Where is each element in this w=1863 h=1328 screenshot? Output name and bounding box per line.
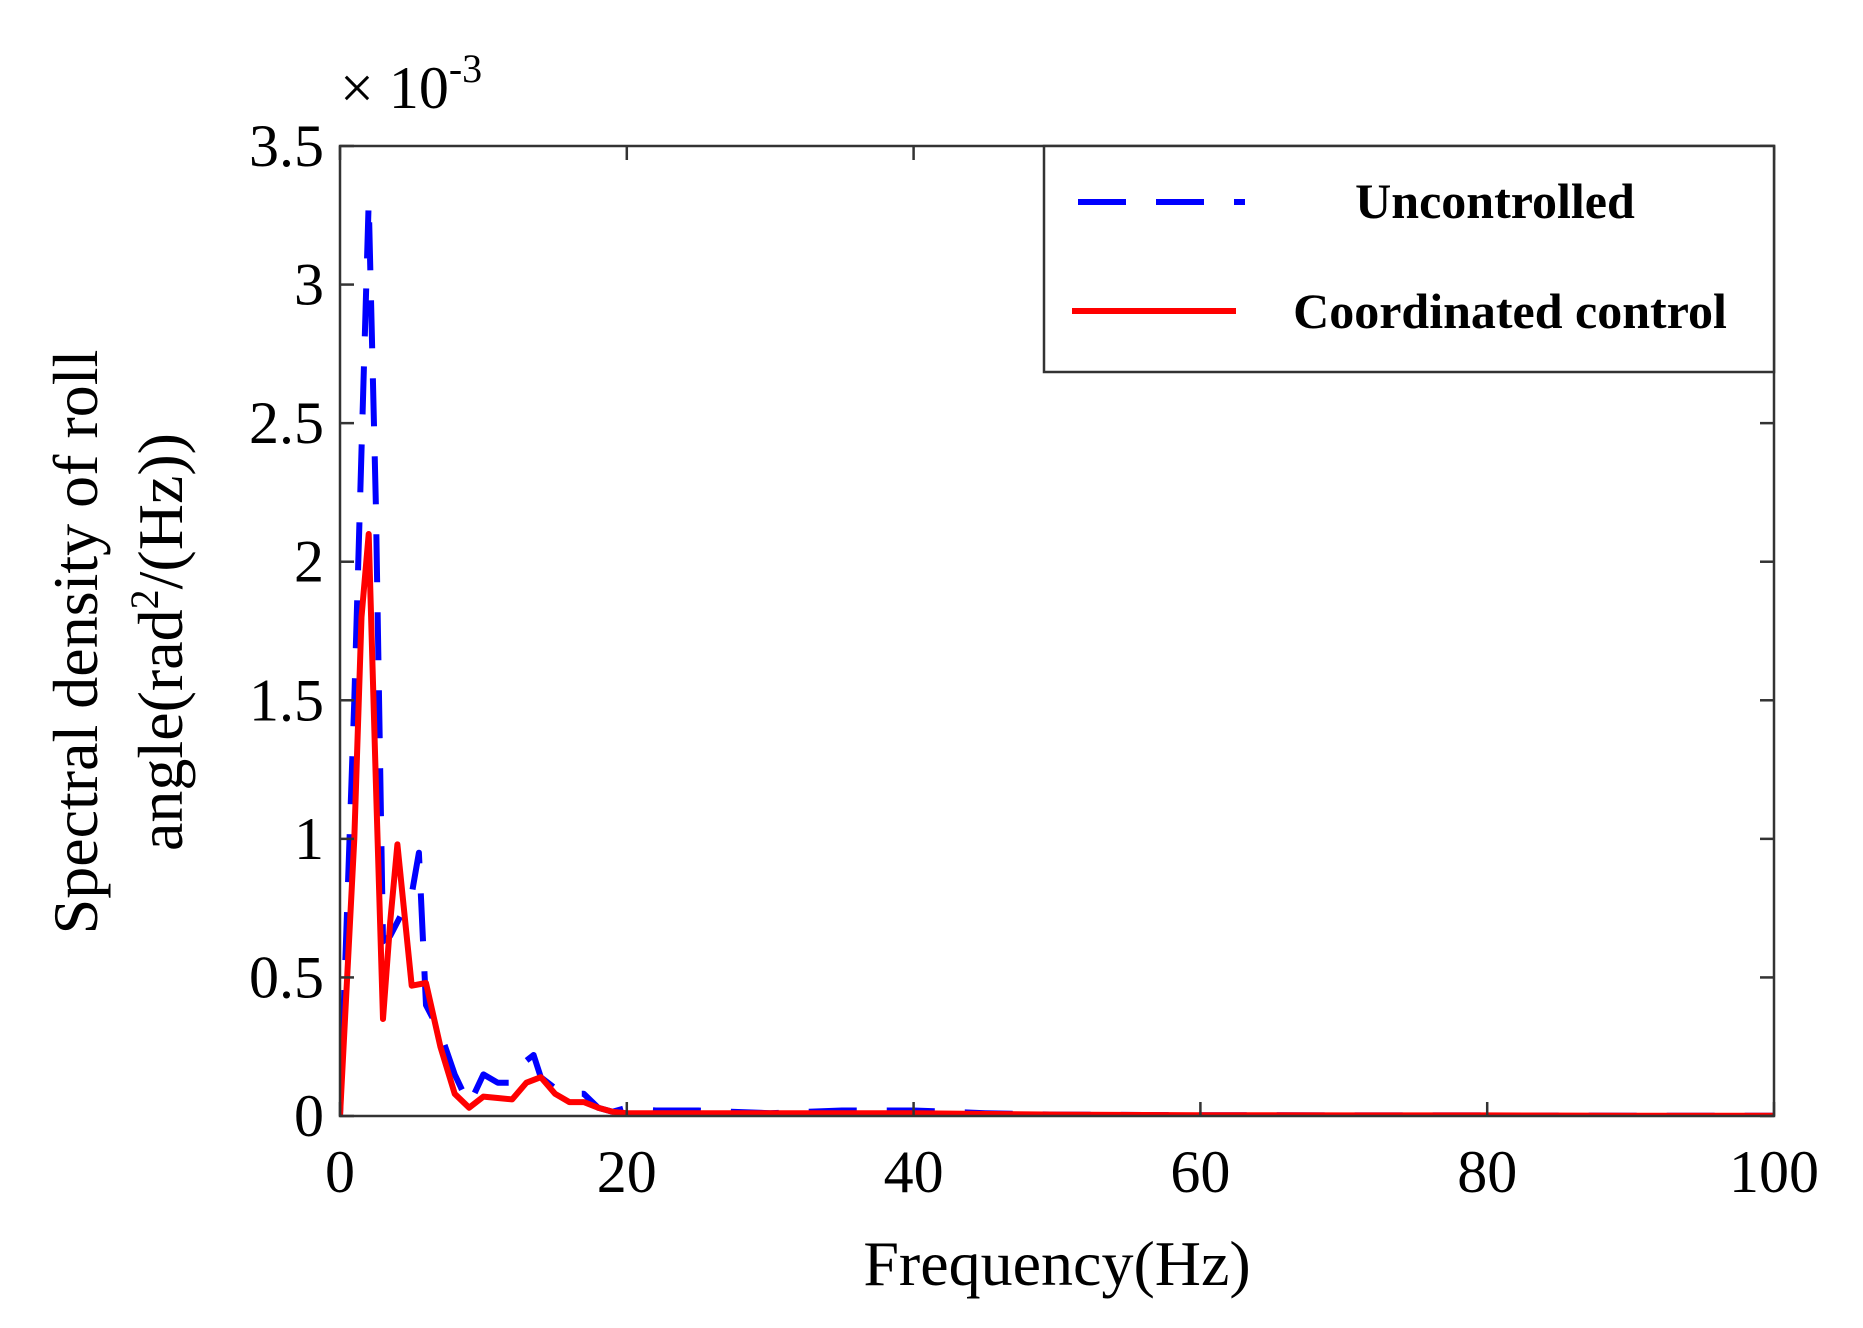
- y-axis-title: Spectral density of roll angle(rad2/(Hz)…: [40, 350, 196, 935]
- y-tick-label: 2.5: [249, 390, 324, 456]
- x-tick-label: 60: [1170, 1139, 1230, 1205]
- y-tick-label: 1: [294, 806, 324, 872]
- y-tick-label: 0: [294, 1083, 324, 1149]
- x-tick-label: 40: [884, 1139, 944, 1205]
- y-axis-title-prefix: angle(rad: [125, 609, 196, 851]
- y-tick-label: 0.5: [249, 944, 324, 1010]
- y-tick-label: 2: [294, 529, 324, 595]
- y-exponent-base: × 10: [340, 55, 449, 121]
- y-tick-label: 3: [294, 252, 324, 318]
- legend: Uncontrolled Coordinated control: [1042, 144, 1776, 374]
- x-tick-label: 20: [597, 1139, 657, 1205]
- y-axis-title-line1: Spectral density of roll: [40, 350, 111, 935]
- y-axis-title-suffix: /(Hz)): [125, 433, 196, 589]
- svg-text:× 10-3: × 10-3: [340, 46, 482, 121]
- series-layer: [340, 198, 1774, 1116]
- series-line-coordinated-control: [340, 531, 1774, 1116]
- y-axis: 0 0.5 1 1.5 2 2.5 3 3.5: [249, 113, 1774, 1149]
- x-tick-label: 0: [325, 1139, 355, 1205]
- legend-label-uncontrolled: Uncontrolled: [1355, 173, 1635, 229]
- legend-label-coordinated-control: Coordinated control: [1293, 283, 1727, 339]
- y-exponent-label: × 10-3: [340, 46, 482, 121]
- y-tick-label: 3.5: [249, 113, 324, 179]
- legend-box: [1042, 144, 1776, 374]
- y-axis-title-line2: angle(rad2/(Hz)): [122, 433, 196, 851]
- y-tick-label: 1.5: [249, 667, 324, 733]
- x-axis: 0 20 40 60 80 100: [325, 146, 1819, 1205]
- y-exponent-power: -3: [449, 46, 482, 91]
- x-tick-label: 80: [1457, 1139, 1517, 1205]
- x-axis-title: Frequency(Hz): [863, 1228, 1250, 1299]
- y-axis-title-superscript: 2: [122, 589, 167, 609]
- x-tick-label: 100: [1729, 1139, 1819, 1205]
